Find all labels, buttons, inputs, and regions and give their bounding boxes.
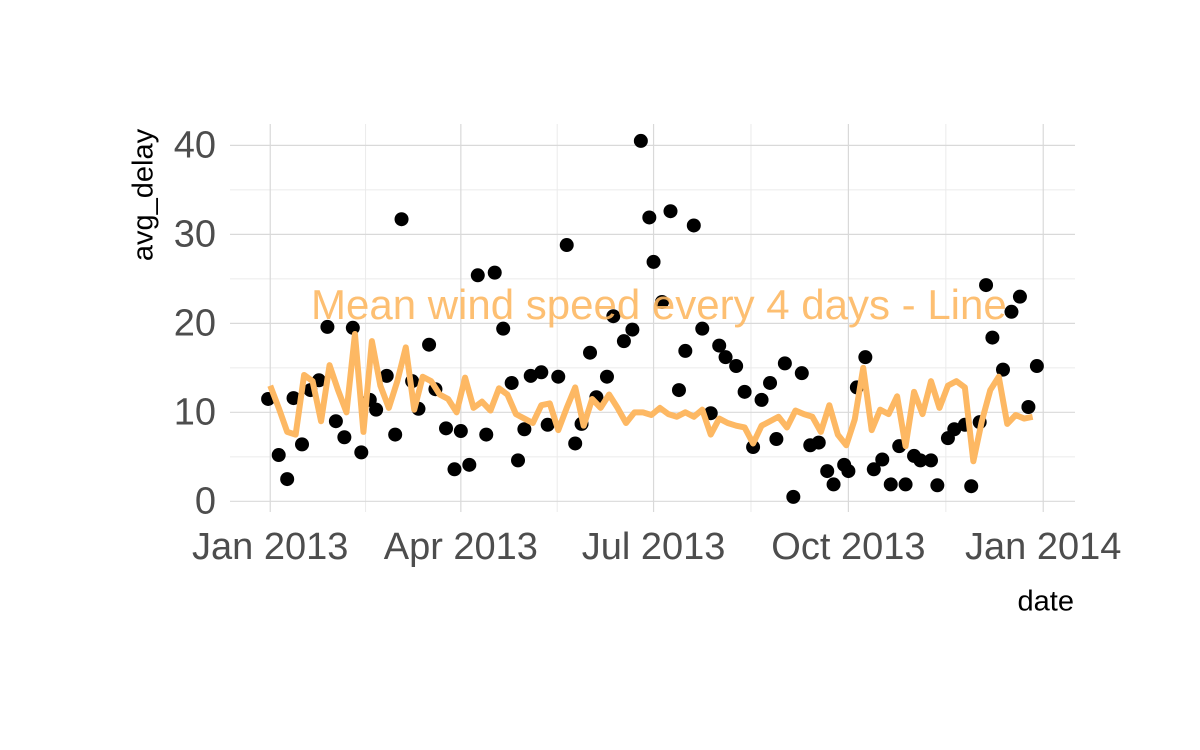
point: [320, 319, 335, 334]
point: [1021, 399, 1036, 414]
point: [462, 457, 477, 472]
point: [695, 321, 710, 336]
point: [479, 427, 494, 442]
x-tick-label: Apr 2013: [384, 526, 538, 568]
point: [379, 368, 394, 383]
x-tick-label: Jul 2013: [582, 526, 726, 568]
point: [841, 464, 856, 479]
point: [663, 204, 678, 219]
point: [875, 452, 890, 467]
point: [746, 440, 761, 455]
y-tick-label: 10: [174, 391, 216, 433]
point: [388, 427, 403, 442]
grid: [230, 124, 1075, 512]
point: [964, 479, 979, 494]
point: [394, 212, 409, 227]
point: [271, 448, 286, 463]
point: [625, 322, 640, 337]
point: [369, 402, 384, 417]
point: [947, 422, 962, 437]
point: [642, 210, 657, 225]
point: [866, 462, 881, 477]
point: [930, 478, 945, 493]
y-tick-label: 0: [195, 480, 216, 522]
line: [267, 331, 1034, 465]
point: [453, 424, 468, 439]
point: [737, 384, 752, 399]
point: [470, 268, 485, 283]
point: [616, 334, 631, 349]
y-tick-label: 20: [174, 302, 216, 344]
point: [923, 453, 938, 468]
point: [883, 477, 898, 492]
point: [286, 391, 301, 406]
point: [523, 368, 538, 383]
x-tick-label: Jan 2013: [192, 526, 348, 568]
point: [1029, 359, 1044, 374]
y-tick-label: 30: [174, 213, 216, 255]
point: [439, 421, 454, 436]
point: [858, 350, 873, 365]
point: [559, 238, 574, 253]
point: [422, 337, 437, 352]
point: [280, 472, 295, 487]
point: [718, 350, 733, 365]
point: [913, 453, 928, 468]
annotation: Mean wind speed every 4 days - Line: [311, 281, 1007, 328]
point: [633, 133, 648, 148]
point: [898, 477, 913, 492]
point: [811, 435, 826, 450]
point: [447, 462, 462, 477]
point: [487, 265, 502, 280]
x-axis-title: date: [1018, 586, 1074, 618]
point: [678, 343, 693, 358]
point: [769, 432, 784, 447]
point: [540, 417, 555, 432]
point: [786, 489, 801, 504]
point: [979, 278, 994, 293]
point: [345, 320, 360, 335]
y-axis-title: avg_delay: [128, 128, 160, 261]
point: [504, 375, 519, 390]
point: [712, 338, 727, 353]
point: [729, 359, 744, 374]
point: [551, 369, 566, 384]
point: [763, 375, 778, 390]
point: [606, 309, 621, 324]
point: [754, 392, 769, 407]
point: [655, 294, 670, 309]
point: [826, 477, 841, 492]
point: [337, 430, 352, 445]
point: [995, 362, 1010, 377]
point: [985, 330, 1000, 345]
point: [1012, 289, 1027, 304]
point: [794, 366, 809, 381]
point: [686, 218, 701, 233]
point: [517, 422, 532, 437]
x-tick-label: Jan 2014: [965, 526, 1121, 568]
point: [568, 436, 583, 451]
point: [820, 464, 835, 479]
point: [496, 321, 511, 336]
point: [777, 356, 792, 371]
point: [295, 437, 310, 452]
point: [671, 383, 686, 398]
marks: Mean wind speed every 4 days - Line: [261, 133, 1044, 504]
point: [583, 345, 598, 360]
point: [511, 453, 526, 468]
point: [534, 365, 549, 380]
point: [646, 254, 661, 269]
point: [354, 445, 369, 460]
point: [328, 414, 343, 429]
point: [599, 369, 614, 384]
x-tick-label: Oct 2013: [771, 526, 925, 568]
y-tick-label: 40: [174, 124, 216, 166]
point: [1004, 304, 1019, 319]
